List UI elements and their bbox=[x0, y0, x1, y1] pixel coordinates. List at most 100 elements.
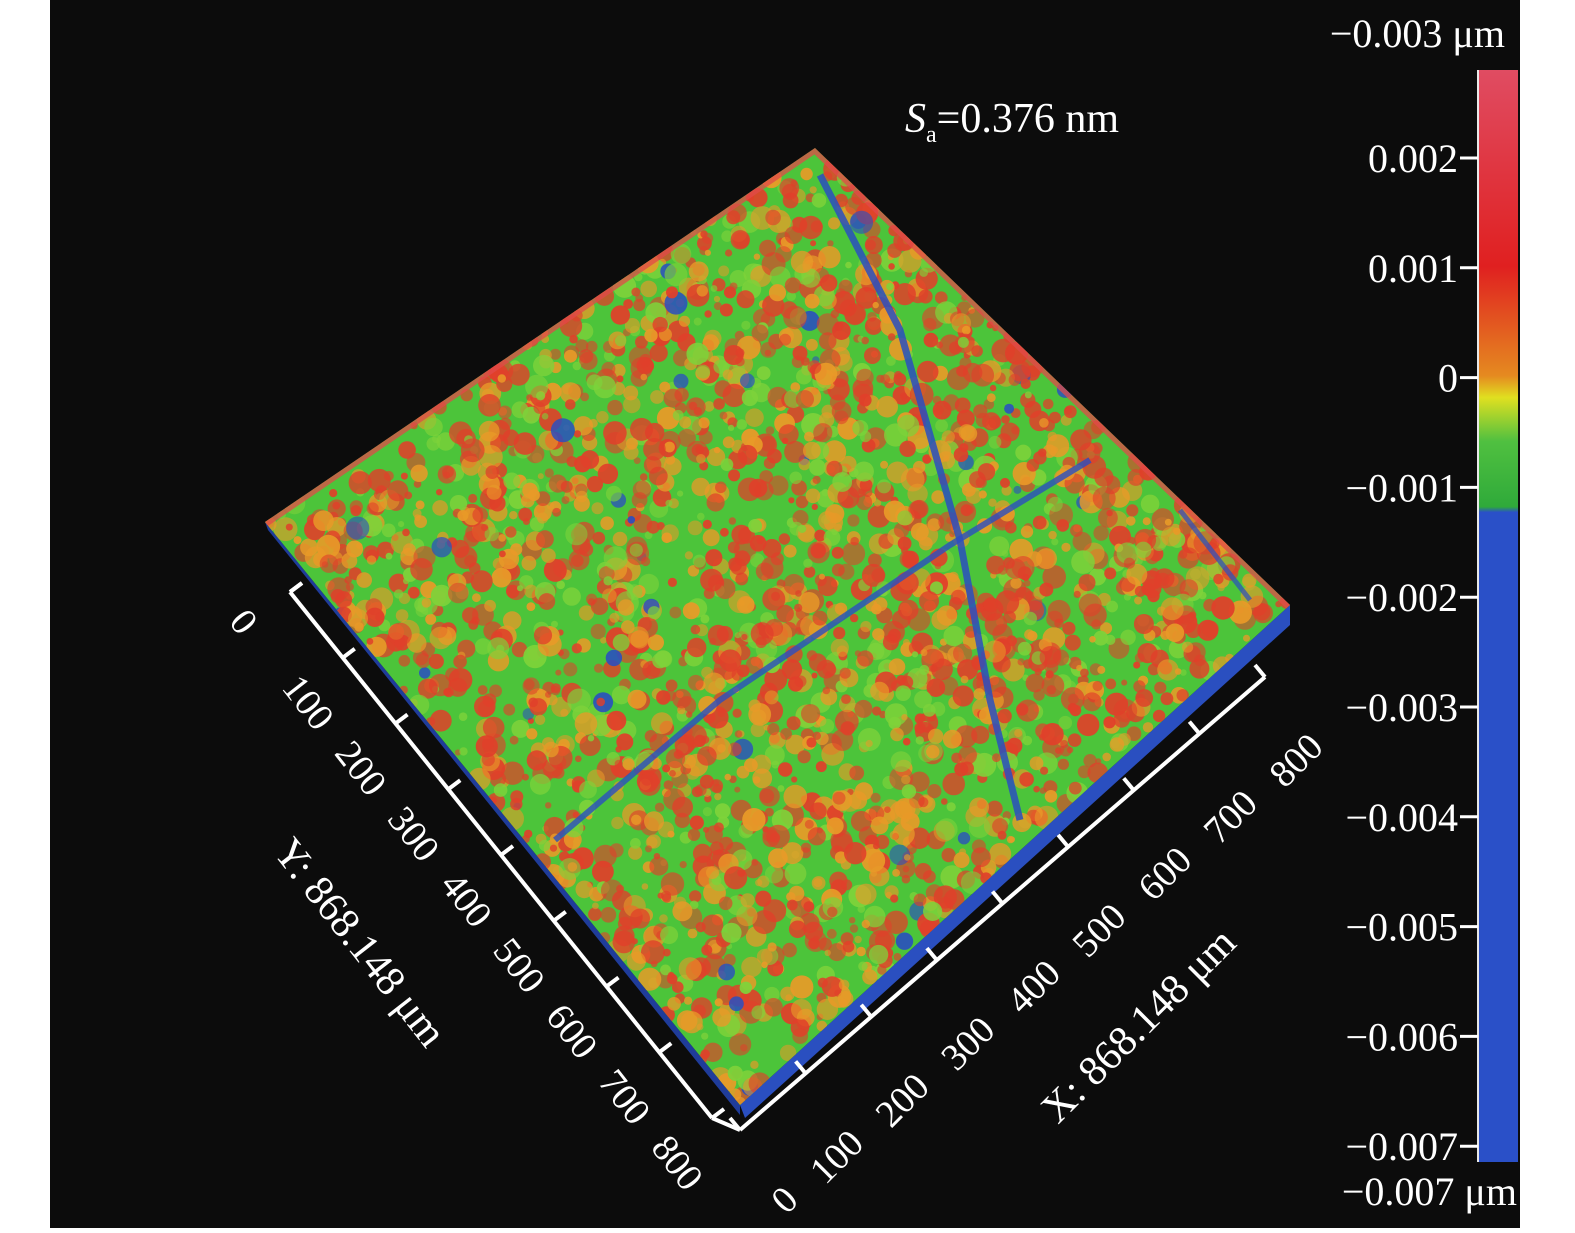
surface-texture-spot bbox=[1121, 679, 1128, 686]
surface-texture-spot bbox=[872, 706, 882, 716]
surface-texture-spot bbox=[313, 510, 334, 531]
surface-texture-spot bbox=[1029, 756, 1044, 771]
surface-texture-spot bbox=[734, 632, 741, 639]
surface-texture-spot bbox=[623, 299, 633, 309]
surface-texture-spot bbox=[329, 489, 338, 498]
surface-texture-spot bbox=[777, 785, 785, 792]
surface-texture-spot bbox=[798, 592, 820, 614]
surface-texture-spot bbox=[692, 554, 706, 568]
surface-texture-spot bbox=[1064, 634, 1081, 651]
surface-texture-spot bbox=[997, 708, 1012, 724]
surface-texture-spot bbox=[485, 465, 500, 480]
surface-texture-spot bbox=[724, 773, 732, 781]
surface-texture-spot bbox=[895, 685, 911, 701]
surface-texture-spot bbox=[402, 528, 410, 537]
surface-texture-spot bbox=[693, 734, 707, 748]
surface-texture-spot bbox=[1005, 558, 1026, 579]
surface-texture-spot bbox=[669, 770, 676, 777]
surface-texture-spot bbox=[606, 710, 627, 731]
y-axis-tick bbox=[447, 778, 462, 791]
surface-texture-spot bbox=[750, 722, 766, 738]
surface-texture-spot bbox=[628, 845, 643, 860]
surface-texture-spot bbox=[697, 512, 705, 521]
surface-texture-spot bbox=[1006, 835, 1015, 844]
surface-texture-spot bbox=[596, 697, 605, 707]
surface-texture-spot bbox=[765, 209, 781, 226]
surface-texture-spot bbox=[511, 719, 530, 738]
surface-texture-spot bbox=[327, 577, 351, 601]
surface-texture-spot bbox=[1082, 692, 1102, 712]
surface-texture-spot bbox=[1023, 579, 1031, 587]
surface-texture-spot bbox=[1001, 485, 1012, 496]
surface-texture-spot bbox=[745, 656, 764, 674]
surface-texture-spot bbox=[537, 512, 549, 524]
surface-texture-spot bbox=[603, 421, 627, 445]
surface-texture-spot bbox=[954, 397, 971, 414]
surface-texture-spot bbox=[915, 863, 932, 880]
surface-texture-spot bbox=[824, 949, 831, 956]
surface-texture-spot bbox=[429, 709, 452, 732]
surface-texture-spot bbox=[784, 277, 801, 294]
surface-texture-spot bbox=[877, 479, 891, 494]
surface-texture-spot bbox=[737, 444, 758, 465]
surface-texture-spot bbox=[1142, 722, 1154, 733]
surface-texture-spot bbox=[1134, 585, 1146, 597]
surface-texture-spot bbox=[1033, 785, 1040, 793]
surface-texture-spot bbox=[702, 807, 713, 817]
surface-texture-spot bbox=[953, 852, 970, 868]
surface-texture-spot bbox=[610, 305, 630, 325]
surface-texture-spot bbox=[818, 332, 837, 350]
surface-texture-spot bbox=[348, 471, 372, 495]
surface-texture-spot bbox=[778, 424, 799, 445]
y-axis-tick bbox=[341, 647, 356, 660]
surface-texture-spot bbox=[682, 602, 700, 620]
surface-texture-spot bbox=[600, 637, 607, 644]
surface-texture-spot bbox=[783, 305, 807, 330]
surface-texture-spot bbox=[740, 893, 755, 908]
surface-texture-spot bbox=[1054, 618, 1064, 629]
surface-texture-spot bbox=[644, 531, 653, 540]
surface-texture-spot bbox=[913, 893, 927, 907]
surface-texture-spot bbox=[410, 464, 428, 482]
surface-texture-spot bbox=[1133, 661, 1141, 669]
surface-texture-spot bbox=[1025, 673, 1045, 693]
y-tick-label: 700 bbox=[590, 1062, 658, 1133]
surface-texture-spot bbox=[989, 842, 1012, 865]
surface-texture-spot bbox=[1062, 621, 1076, 635]
surface-texture-spot bbox=[332, 501, 341, 510]
surface-texture-spot bbox=[713, 295, 721, 303]
surface-texture-spot bbox=[1026, 459, 1040, 472]
surface-texture-spot bbox=[767, 723, 780, 736]
surface-texture-spot bbox=[790, 250, 814, 274]
surface-texture-spot bbox=[1019, 772, 1034, 787]
surface-texture-spot bbox=[629, 543, 643, 557]
surface-texture-spot bbox=[827, 240, 834, 247]
surface-texture-spot bbox=[459, 747, 468, 756]
surface-texture-spot bbox=[484, 526, 499, 542]
surface-texture-spot bbox=[524, 829, 533, 839]
surface-texture-spot bbox=[750, 1060, 759, 1070]
surface-texture-spot bbox=[1017, 658, 1025, 666]
surface-texture-spot bbox=[898, 249, 922, 273]
surface-texture-spot bbox=[714, 998, 723, 1007]
surface-texture-spot bbox=[988, 415, 1002, 429]
surface-edge-ridge bbox=[265, 148, 1290, 609]
colorbar-tick-label: −0.007 bbox=[1345, 1124, 1458, 1169]
surface-texture-spot bbox=[695, 445, 704, 454]
surface-texture-spot bbox=[847, 514, 860, 527]
surface-texture-spot bbox=[778, 533, 791, 545]
surface-texture-spot bbox=[829, 871, 848, 890]
x-axis-tick bbox=[1253, 663, 1267, 679]
surface-texture-spot bbox=[983, 597, 999, 613]
surface-texture-spot bbox=[600, 879, 623, 902]
surface-texture-spot bbox=[842, 940, 855, 953]
surface-texture-spot bbox=[825, 504, 845, 523]
surface-texture-spot bbox=[991, 338, 1015, 363]
surface-texture-spot bbox=[672, 409, 684, 421]
surface-texture-spot bbox=[1156, 572, 1170, 586]
surface-texture-spot bbox=[700, 614, 710, 624]
surface-texture-spot bbox=[417, 678, 438, 699]
surface-texture-spot bbox=[660, 926, 679, 945]
surface-texture-spot bbox=[669, 606, 682, 619]
surface-texture-spot bbox=[1068, 733, 1082, 747]
